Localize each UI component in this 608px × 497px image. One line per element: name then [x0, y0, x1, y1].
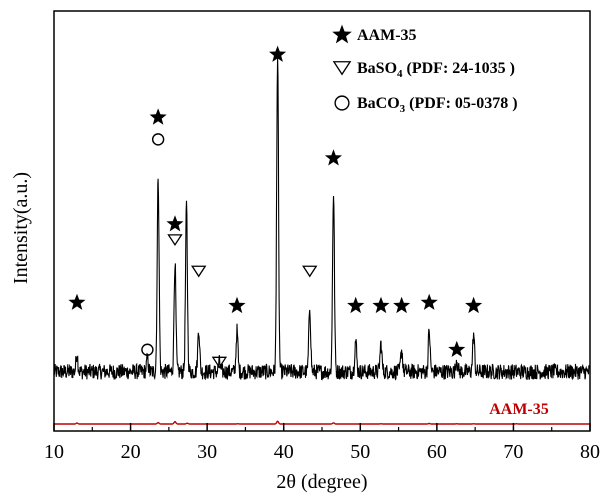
star-marker	[269, 45, 287, 62]
star-marker	[228, 296, 246, 314]
x-tick-label: 60	[427, 441, 447, 463]
xrd-pattern-red	[54, 420, 590, 425]
star-marker	[68, 293, 86, 310]
x-tick-label: 20	[121, 441, 141, 463]
legend-label: BaSO4 (PDF: 24-1035 )	[357, 60, 515, 80]
star-marker	[324, 149, 342, 166]
triangle-marker	[167, 234, 183, 247]
x-tick-label: 70	[503, 441, 523, 463]
y-axis-title: Intensity(a.u.)	[10, 172, 32, 284]
x-axis-title: 2θ (degree)	[276, 471, 367, 493]
x-tick-label: 80	[580, 441, 600, 463]
x-tick-label: 30	[197, 441, 217, 463]
star-marker	[465, 296, 483, 314]
curves-layer	[53, 57, 591, 425]
legend-symbol-star	[332, 24, 352, 44]
circle-marker	[151, 133, 165, 146]
triangle-marker	[191, 265, 207, 278]
triangle-marker	[211, 356, 228, 369]
legend: AAM-35 BaSO4 (PDF: 24-1035 ) BaCO3 (PDF: 0…	[332, 24, 518, 115]
star-marker	[420, 293, 438, 310]
x-axis-ticks: 10 20 30 40 50 60 70 80	[44, 423, 600, 463]
x-tick-label: 10	[44, 441, 64, 463]
legend-label: BaCO3 (PDF: 05-0378 )	[357, 95, 518, 115]
star-marker	[448, 340, 466, 357]
legend-symbol-triangle-down	[332, 61, 352, 76]
series-label-aam35: AAM-35	[489, 401, 549, 418]
star-marker	[149, 108, 167, 125]
star-marker	[347, 296, 365, 314]
phase-markers-layer	[68, 45, 483, 369]
x-tick-label: 40	[274, 441, 294, 463]
star-marker	[166, 215, 184, 232]
circle-marker	[141, 343, 154, 356]
star-marker	[372, 296, 390, 314]
xrd-pattern-black	[53, 57, 591, 381]
star-marker	[393, 296, 411, 314]
triangle-marker	[302, 265, 318, 278]
legend-symbol-circle	[334, 95, 350, 111]
legend-label: AAM-35	[357, 27, 417, 44]
x-tick-label: 50	[350, 441, 370, 463]
